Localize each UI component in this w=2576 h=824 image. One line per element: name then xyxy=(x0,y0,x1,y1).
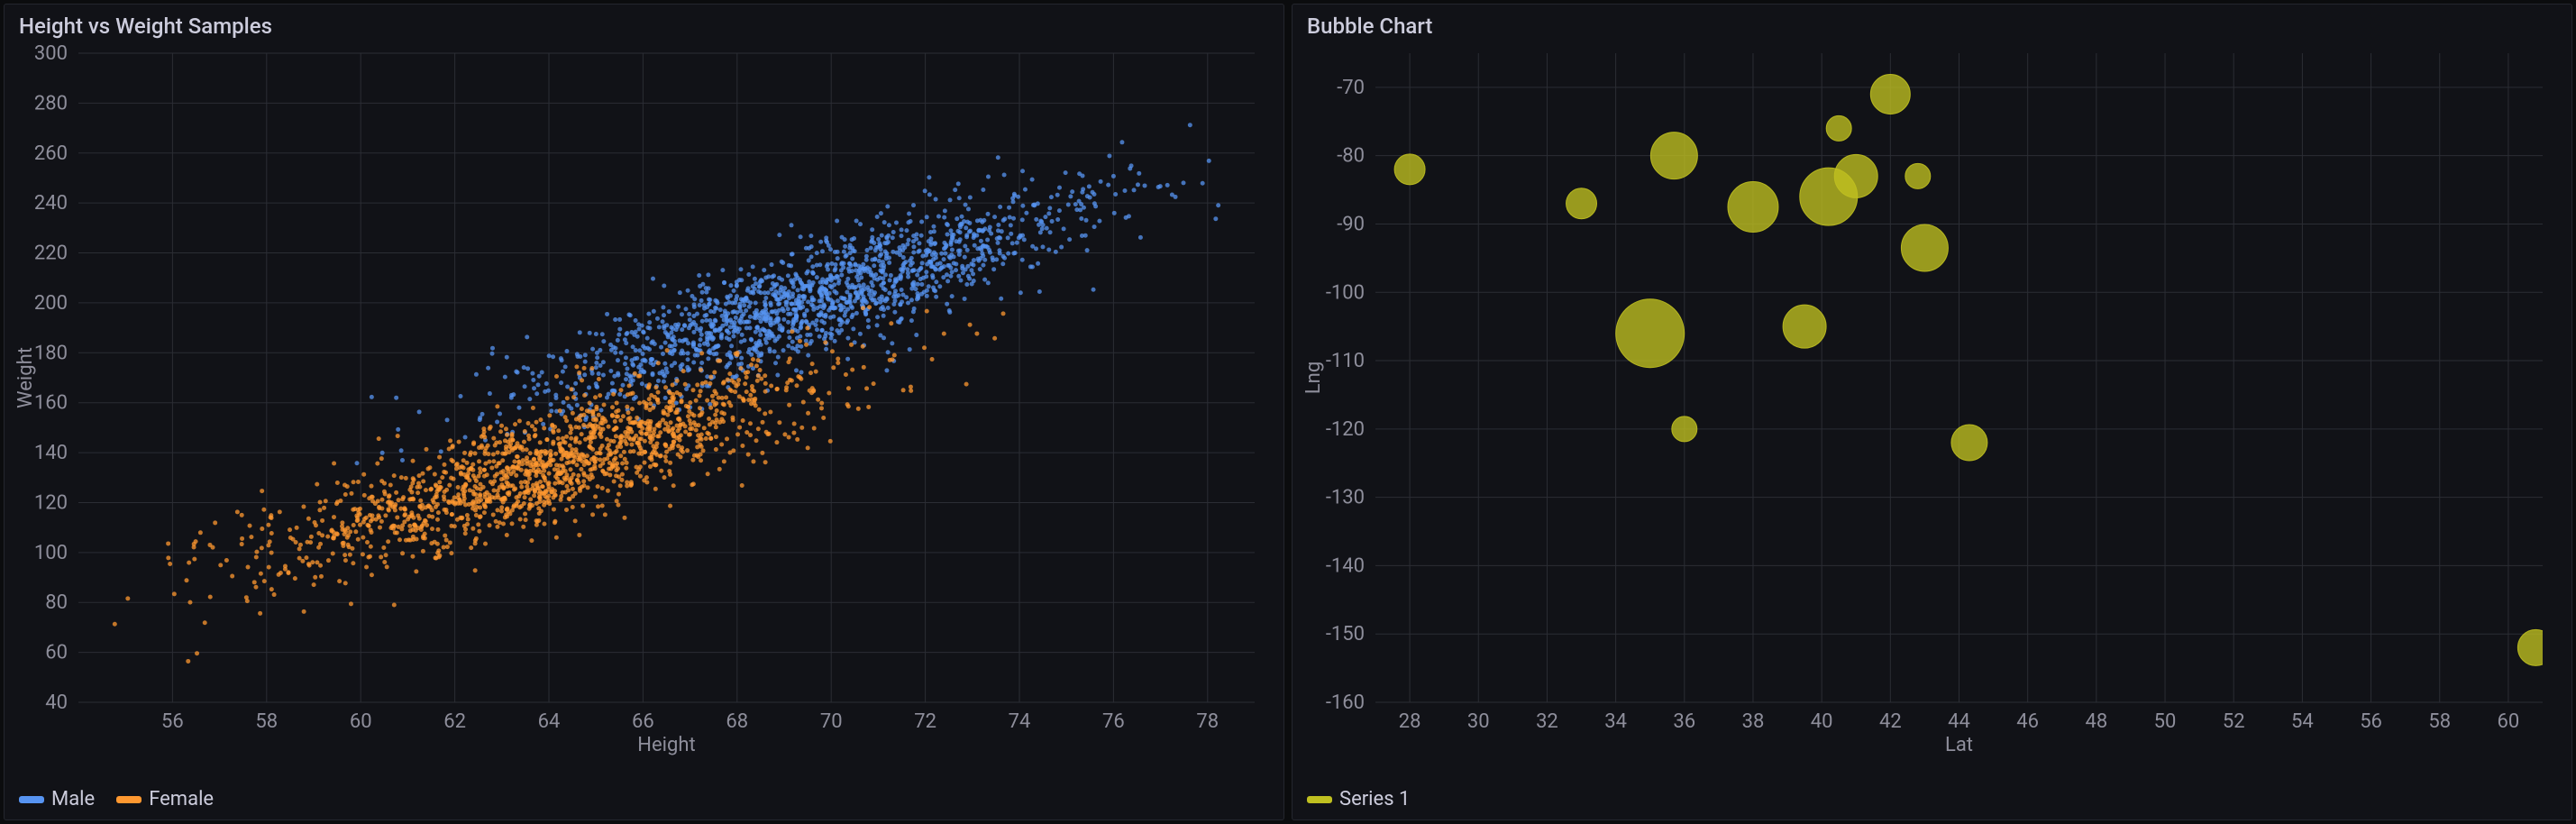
bubble-point[interactable] xyxy=(1394,154,1425,185)
bubble-point[interactable] xyxy=(1783,305,1826,348)
svg-text:68: 68 xyxy=(726,710,748,733)
bubble-point[interactable] xyxy=(1650,133,1697,179)
svg-text:Lat: Lat xyxy=(1945,734,1973,756)
bubble-chart-wrap: 28 30 32 34 36 38 40 42 44 46 48 50 52 54 56 58 60 -160 -1… xyxy=(1293,44,2571,783)
svg-text:32: 32 xyxy=(1536,710,1558,733)
bubble-point[interactable] xyxy=(2517,629,2553,665)
svg-text:44: 44 xyxy=(1948,710,1970,733)
legend-label: Female xyxy=(149,788,214,810)
svg-text:Height: Height xyxy=(637,734,695,756)
svg-text:240: 240 xyxy=(34,192,68,215)
bubble-point[interactable] xyxy=(1728,182,1778,233)
svg-text:160: 160 xyxy=(34,392,68,415)
bubble-point[interactable] xyxy=(1826,115,1851,141)
legend-swatch xyxy=(116,796,142,803)
svg-text:-90: -90 xyxy=(1337,213,1365,235)
legend-swatch xyxy=(1307,796,1332,803)
svg-text:62: 62 xyxy=(443,710,466,733)
svg-text:300: 300 xyxy=(34,44,68,65)
bubble-legend: Series 1 xyxy=(1293,783,2571,819)
svg-text:52: 52 xyxy=(2223,710,2245,733)
scatter-chart-wrap: 56 58 60 62 64 66 68 70 72 74 76 78 40 60 80 100 120 140 1… xyxy=(5,44,1283,783)
svg-text:38: 38 xyxy=(1742,710,1765,733)
svg-text:-80: -80 xyxy=(1337,145,1365,168)
bubble-chart[interactable]: 28 30 32 34 36 38 40 42 44 46 48 50 52 54 56 58 60 -160 -1… xyxy=(1303,44,2561,756)
svg-text:50: 50 xyxy=(2154,710,2177,733)
bubble-panel: Bubble Chart 28 30 32 34 36 38 40 42 44 46 48 50 52 5… xyxy=(1292,4,2572,820)
svg-text:30: 30 xyxy=(1467,710,1490,733)
svg-text:70: 70 xyxy=(820,710,843,733)
svg-text:40: 40 xyxy=(1811,710,1833,733)
svg-text:-130: -130 xyxy=(1326,487,1365,509)
bubble-point[interactable] xyxy=(1567,188,1597,219)
svg-text:Lng: Lng xyxy=(1303,362,1325,394)
bubble-point[interactable] xyxy=(1870,74,1910,114)
legend-swatch xyxy=(19,796,44,803)
svg-text:-160: -160 xyxy=(1326,691,1365,714)
legend-label: Male xyxy=(51,788,95,810)
svg-text:58: 58 xyxy=(2428,710,2451,733)
svg-text:Weight: Weight xyxy=(15,347,37,408)
legend-label: Series 1 xyxy=(1339,788,1410,810)
scatter-panel: Height vs Weight Samples 56 58 60 62 64 66 68 7… xyxy=(4,4,1284,820)
scatter-title: Height vs Weight Samples xyxy=(5,5,1283,44)
svg-text:46: 46 xyxy=(2016,710,2039,733)
scatter-legend: Male Female xyxy=(5,783,1283,819)
svg-text:220: 220 xyxy=(34,243,68,265)
bubble-point[interactable] xyxy=(1951,425,1987,461)
svg-text:34: 34 xyxy=(1604,710,1627,733)
scatter-chart[interactable]: 56 58 60 62 64 66 68 70 72 74 76 78 40 60 80 100 120 140 1… xyxy=(15,44,1273,756)
bubble-point[interactable] xyxy=(1834,154,1877,197)
svg-text:40: 40 xyxy=(45,691,68,714)
bubble-title: Bubble Chart xyxy=(1293,5,2571,44)
svg-text:-110: -110 xyxy=(1326,350,1365,372)
svg-text:-150: -150 xyxy=(1326,623,1365,645)
svg-text:200: 200 xyxy=(34,292,68,315)
bubble-point[interactable] xyxy=(1616,299,1685,368)
svg-text:60: 60 xyxy=(2498,710,2520,733)
svg-text:60: 60 xyxy=(45,642,68,664)
svg-text:54: 54 xyxy=(2291,710,2314,733)
bubble-point[interactable] xyxy=(1905,163,1931,188)
svg-text:80: 80 xyxy=(45,591,68,614)
svg-text:66: 66 xyxy=(632,710,654,733)
svg-text:-120: -120 xyxy=(1326,418,1365,441)
svg-text:-70: -70 xyxy=(1337,77,1365,99)
legend-item-male[interactable]: Male xyxy=(19,788,95,810)
legend-item-series-1[interactable]: Series 1 xyxy=(1307,788,1410,810)
bubble-point[interactable] xyxy=(1901,224,1948,271)
svg-text:64: 64 xyxy=(538,710,561,733)
bubble-point[interactable] xyxy=(1672,417,1697,442)
svg-text:78: 78 xyxy=(1196,710,1219,733)
svg-text:74: 74 xyxy=(1009,710,1031,733)
svg-text:100: 100 xyxy=(34,542,68,564)
legend-item-female[interactable]: Female xyxy=(116,788,214,810)
svg-text:280: 280 xyxy=(34,92,68,114)
svg-text:180: 180 xyxy=(34,342,68,364)
svg-text:56: 56 xyxy=(161,710,184,733)
svg-text:60: 60 xyxy=(350,710,372,733)
svg-text:120: 120 xyxy=(34,491,68,514)
svg-text:42: 42 xyxy=(1879,710,1902,733)
svg-text:28: 28 xyxy=(1399,710,1421,733)
svg-text:48: 48 xyxy=(2085,710,2107,733)
svg-text:76: 76 xyxy=(1102,710,1125,733)
svg-text:58: 58 xyxy=(255,710,278,733)
svg-text:-140: -140 xyxy=(1326,554,1365,577)
svg-text:140: 140 xyxy=(34,442,68,464)
svg-text:-100: -100 xyxy=(1326,281,1365,304)
svg-text:260: 260 xyxy=(34,142,68,165)
svg-text:56: 56 xyxy=(2360,710,2382,733)
svg-text:36: 36 xyxy=(1673,710,1695,733)
svg-text:72: 72 xyxy=(914,710,936,733)
